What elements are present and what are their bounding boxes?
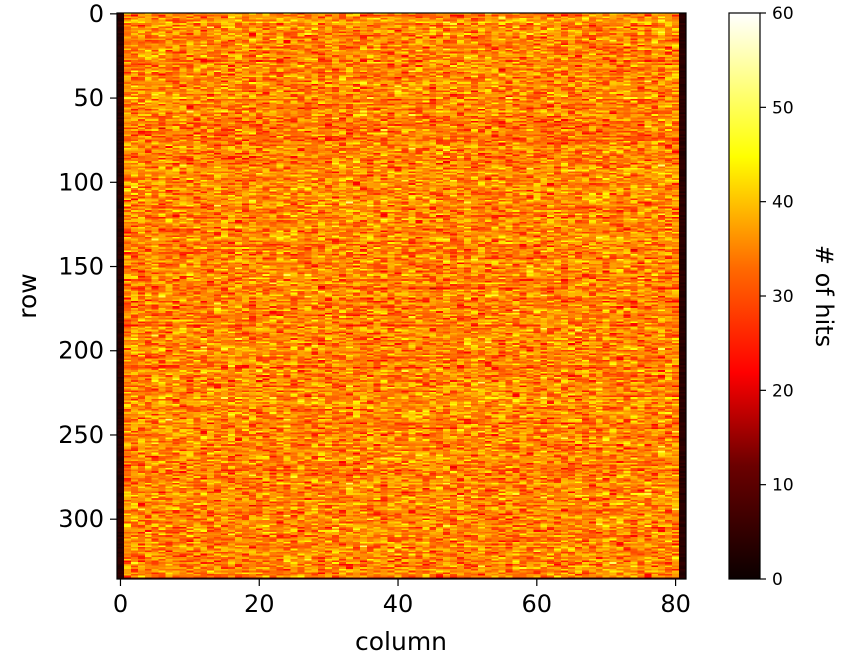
y-axis-ticks: 0 50 100 150 200 250 300 [58,0,117,533]
y-tick-label: 50 [73,84,104,112]
x-tick-label: 0 [113,590,128,618]
x-tick-label: 20 [244,590,275,618]
colorbar-label: # of hits [810,245,838,347]
heatmap-image [117,13,686,579]
colorbar-tick-label: 30 [772,287,794,307]
y-tick-label: 0 [89,0,104,28]
colorbar-tick-label: 20 [772,381,794,401]
colorbar: 0 10 20 30 40 50 60 # of hits [728,4,838,590]
y-tick-label: 150 [58,253,104,281]
x-tick-label: 80 [660,590,691,618]
x-tick-label: 40 [383,590,414,618]
colorbar-tick-label: 60 [772,4,794,24]
colorbar-tick-label: 0 [772,570,783,590]
colorbar-tick-label: 10 [772,476,794,496]
colorbar-gradient [729,13,760,579]
plot-frame [116,12,687,580]
colorbar-ticks: 0 10 20 30 40 50 60 [760,4,794,590]
x-axis-ticks: 0 20 40 60 80 [113,579,691,618]
x-tick-label: 60 [522,590,553,618]
y-tick-label: 250 [58,421,104,449]
y-tick-label: 100 [58,168,104,196]
y-tick-label: 200 [58,337,104,365]
x-axis-label: column [355,627,447,656]
colorbar-tick-label: 50 [772,98,794,118]
heatmap-plot-area [116,12,687,580]
colorbar-tick-label: 40 [772,193,794,213]
y-axis-label: row [13,273,42,318]
y-tick-label: 300 [58,505,104,533]
